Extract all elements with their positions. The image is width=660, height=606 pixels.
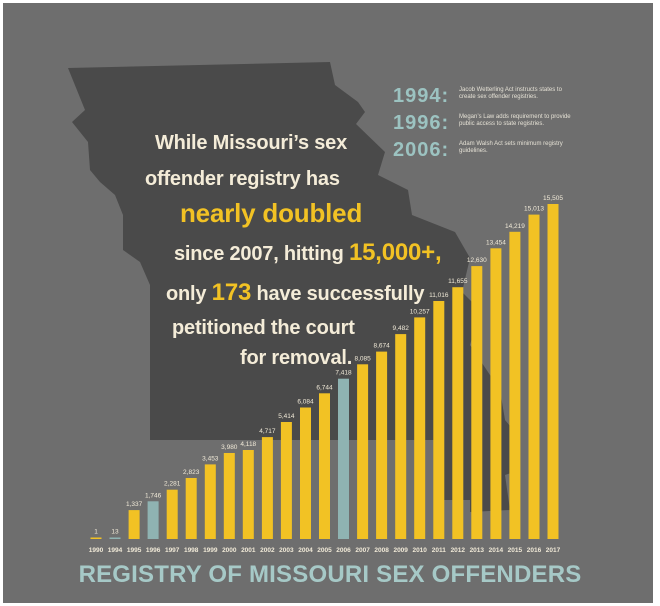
bar-1999: [204, 464, 216, 539]
x-tick-2009: 2009: [393, 547, 408, 554]
legend-year: 1994:: [393, 85, 450, 107]
headline-line-6: petitioned the court: [172, 317, 355, 339]
x-tick-2001: 2001: [241, 547, 256, 554]
bar-2006: [338, 378, 349, 539]
x-tick-2007: 2007: [355, 547, 370, 554]
value-label-2004: 6,084: [297, 399, 314, 406]
x-tick-2008: 2008: [374, 547, 389, 554]
headline-removed-count: 173: [211, 279, 252, 306]
legend-year: 2006:: [393, 139, 450, 161]
legend-text: Adam Walsh Act sets minimum registry gui…: [459, 141, 563, 154]
bar-2005: [319, 393, 330, 539]
value-label-2016: 15,013: [524, 206, 544, 213]
bars-group: [90, 204, 559, 540]
value-label-2001: 4,118: [240, 441, 256, 448]
x-tick-2010: 2010: [412, 547, 427, 554]
bar-2015: [509, 231, 521, 540]
value-label-2006: 7,418: [335, 370, 352, 377]
bar-1994: [109, 537, 121, 539]
value-label-2003: 5,414: [278, 413, 295, 420]
headline-line-5-c: have successfully: [251, 283, 425, 305]
headline-line-2: offender registry has: [145, 168, 340, 190]
x-tick-2013: 2013: [470, 547, 485, 554]
x-tick-2014: 2014: [489, 547, 504, 554]
bar-2007: [357, 364, 369, 539]
value-label-2011: 11,016: [429, 292, 449, 299]
bar-2017: [547, 204, 559, 539]
value-label-1997: 2,281: [164, 481, 181, 488]
value-label-1996: 1,746: [145, 492, 162, 499]
value-label-2015: 14,219: [505, 223, 525, 230]
headline-count: 15,000+,: [348, 239, 442, 266]
headline-line-4: since 2007, hitting 15,000+,: [174, 241, 442, 265]
x-tick-2012: 2012: [451, 547, 466, 554]
value-label-2002: 4,717: [259, 428, 276, 435]
x-tick-2016: 2016: [527, 547, 542, 554]
value-label-2012: 11,655: [448, 278, 468, 285]
value-label-2005: 6,744: [316, 384, 333, 391]
bar-2008: [376, 351, 388, 539]
headline-line-4-text: since 2007, hitting: [174, 243, 349, 265]
legend-text: Megan’s Law adds requirement to provide …: [459, 114, 571, 127]
bar-2004: [300, 407, 311, 539]
x-tick-2003: 2003: [279, 547, 294, 554]
value-label-2000: 3,980: [221, 444, 238, 451]
bar-1996: [147, 501, 159, 539]
bar-2003: [280, 422, 292, 539]
x-tick-2006: 2006: [336, 547, 351, 554]
x-tick-1998: 1998: [184, 547, 199, 554]
bar-2013: [471, 266, 483, 539]
bar-2010: [414, 317, 426, 539]
bar-1997: [166, 489, 178, 539]
value-label-2017: 15,505: [543, 195, 563, 202]
legend-year: 1996:: [393, 112, 450, 134]
value-label-1999: 3,453: [202, 455, 219, 462]
bar-1995: [128, 510, 140, 539]
x-tick-1999: 1999: [203, 547, 218, 554]
chart-title: REGISTRY OF MISSOURI SEX OFFENDERS: [78, 561, 582, 588]
x-tick-2017: 2017: [546, 547, 561, 554]
x-tick-2015: 2015: [508, 547, 523, 554]
headline-line-7: for removal.: [240, 347, 353, 369]
x-tick-1994: 1994: [108, 547, 123, 554]
value-label-2014: 13,454: [486, 239, 506, 246]
value-label-1998: 2,823: [183, 469, 200, 476]
bar-2014: [490, 248, 502, 540]
x-tick-2002: 2002: [260, 547, 275, 554]
value-label-2013: 12,630: [467, 257, 487, 264]
bar-2012: [452, 287, 464, 539]
bar-1998: [185, 478, 197, 539]
bar-2002: [261, 437, 273, 539]
x-tick-2011: 2011: [432, 547, 446, 554]
x-tick-labels-group: 1990 1994 1995 1996 1997 1998 1999 2000 2001 2002…: [89, 547, 561, 554]
headline-line-3: nearly doubled: [180, 198, 363, 228]
x-tick-2000: 2000: [222, 547, 237, 554]
missouri-map: [68, 62, 520, 512]
x-tick-1997: 1997: [165, 547, 180, 554]
bar-2001: [242, 450, 254, 539]
value-label-1990: 1: [94, 529, 98, 536]
x-tick-2004: 2004: [298, 547, 313, 554]
value-label-1995: 1,337: [126, 501, 143, 508]
bar-2000: [223, 453, 235, 539]
value-label-2007: 8,085: [354, 355, 371, 362]
x-tick-2005: 2005: [317, 547, 332, 554]
value-label-2009: 9,482: [393, 325, 410, 332]
headline-line-5-a: only: [166, 283, 212, 305]
value-label-1994: 13: [111, 529, 119, 536]
value-label-2008: 8,674: [373, 343, 390, 350]
x-tick-1990: 1990: [89, 547, 104, 554]
bar-2011: [433, 301, 445, 539]
legend-text: Jacob Wetterling Act instructs states to…: [459, 87, 562, 100]
headline-line-1: While Missouri’s sex: [155, 132, 347, 154]
headline-line-5: only 173 have successfully: [166, 281, 425, 305]
bar-2009: [395, 334, 407, 539]
bar-2016: [528, 214, 540, 539]
x-tick-1995: 1995: [127, 547, 142, 554]
bar-1990: [90, 537, 102, 539]
x-tick-1996: 1996: [146, 547, 161, 554]
value-label-2010: 10,257: [410, 308, 430, 315]
